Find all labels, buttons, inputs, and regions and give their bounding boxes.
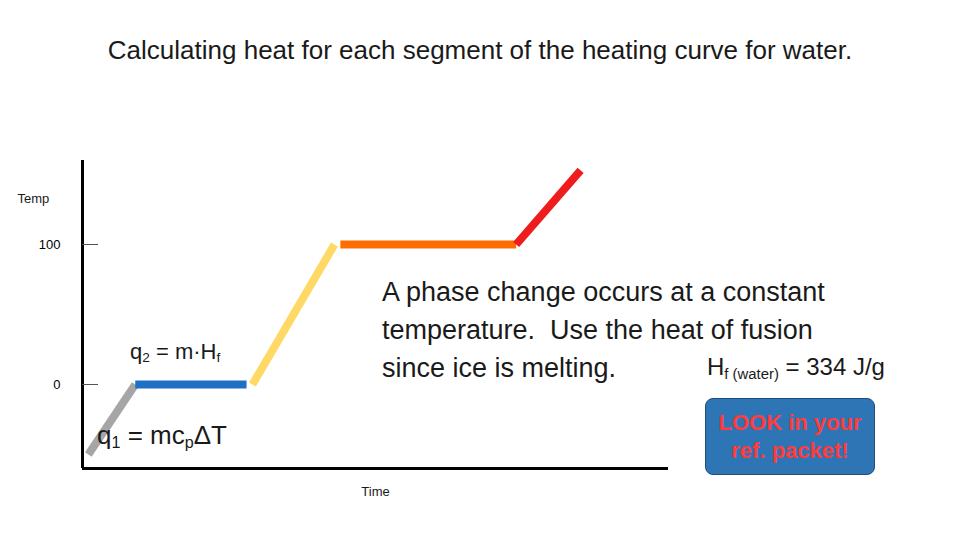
html-text:q1= mcpΔT: q1= mcpΔT xyxy=(97,420,227,451)
html-text:A phase change occurs at a con: A phase change occurs at a constant xyxy=(382,277,825,307)
svg-text:Time: Time xyxy=(361,484,389,499)
html-text:q2= m·Hf: q2= m·Hf xyxy=(130,339,221,366)
svg-text:0: 0 xyxy=(53,377,60,392)
svg-text:100: 100 xyxy=(39,237,61,252)
html-text:temperature. Use the heat of f: temperature. Use the heat of fusion xyxy=(382,315,813,345)
svg-text:Temp: Temp xyxy=(18,191,50,206)
html-text:since ice is melting.: since ice is melting. xyxy=(382,353,617,383)
html-text:LOOK in your: LOOK in your xyxy=(718,409,862,435)
html-text:Hf (water)= 334 J/g: Hf (water)= 334 J/g xyxy=(707,353,885,382)
html-text:Calculating heat for each segm: Calculating heat for each segment of the… xyxy=(107,35,853,65)
html-text:ref. packet!: ref. packet! xyxy=(731,437,849,463)
